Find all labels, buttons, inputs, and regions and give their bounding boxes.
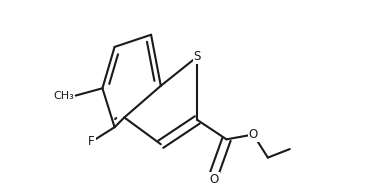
Text: S: S	[194, 50, 201, 63]
Text: O: O	[210, 173, 219, 186]
Text: CH₃: CH₃	[54, 91, 74, 101]
Text: O: O	[249, 128, 258, 141]
Text: F: F	[88, 135, 95, 148]
